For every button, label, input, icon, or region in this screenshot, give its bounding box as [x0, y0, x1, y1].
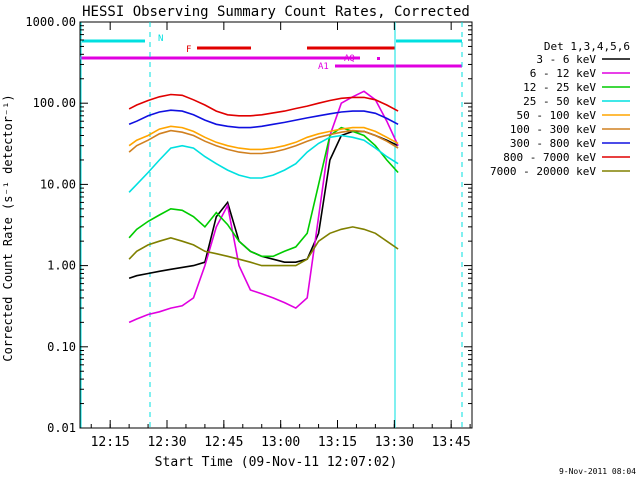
- legend-label: 800 - 7000 keV: [503, 151, 596, 164]
- legend-label: 3 - 6 keV: [536, 53, 596, 66]
- plot-frame: [79, 21, 473, 429]
- legend-label: 25 - 50 keV: [523, 95, 596, 108]
- series-line: [128, 226, 399, 267]
- x-tick-label: 13:00: [261, 435, 300, 450]
- attenuator-dot: [377, 57, 380, 60]
- series-line: [128, 125, 399, 151]
- x-tick-label: 12:30: [147, 435, 186, 450]
- series-line: [128, 134, 399, 193]
- x-axis-label: Start Time (09-Nov-11 12:07:02): [155, 455, 398, 470]
- legend-label: 7000 - 20000 keV: [490, 165, 596, 178]
- x-axis: 12:15 12:30 12:45 13:00 13:15 13:30 13:45: [91, 22, 471, 450]
- series-line: [128, 129, 399, 155]
- series-line: [128, 109, 399, 129]
- legend-label: 100 - 300 keV: [510, 123, 596, 136]
- y-tick-label: 10.00: [40, 177, 76, 191]
- y-tick-label: 0.01: [47, 421, 76, 435]
- flag-label: AQ: [344, 54, 355, 64]
- y-tick-label: 1000.00: [25, 15, 76, 29]
- flag-label: F: [186, 45, 191, 55]
- y-tick-label: 1.00: [47, 259, 76, 273]
- flag-label: N: [158, 34, 163, 44]
- x-tick-label: 12:15: [91, 435, 130, 450]
- y-axis: 1000.00 100.00 10.00 1.00 0.10 0.01: [25, 15, 472, 435]
- x-tick-label: 13:15: [318, 435, 357, 450]
- flag-bars: N F AQ A1: [80, 22, 463, 428]
- legend-label: 300 - 800 keV: [510, 137, 596, 150]
- x-tick-label: 12:45: [204, 435, 243, 450]
- flag-label: A1: [318, 62, 329, 72]
- y-tick-label: 100.00: [33, 96, 76, 110]
- y-axis-label: Corrected Count Rate (s⁻¹ detector⁻¹): [1, 94, 15, 361]
- series-line: [128, 93, 399, 117]
- series-line: [128, 126, 399, 258]
- chart-title: HESSI Observing Summary Count Rates, Cor…: [82, 4, 470, 20]
- legend-label: 12 - 25 keV: [523, 81, 596, 94]
- x-tick-label: 13:45: [432, 435, 471, 450]
- x-tick-label: 13:30: [375, 435, 414, 450]
- legend-title: Det 1,3,4,5,6: [544, 40, 630, 53]
- legend-label: 50 - 100 keV: [517, 109, 597, 122]
- legend-label: 6 - 12 keV: [530, 67, 597, 80]
- footer-timestamp: 9-Nov-2011 08:04: [559, 467, 636, 476]
- y-tick-label: 0.10: [47, 340, 76, 354]
- series-layer: [128, 90, 399, 324]
